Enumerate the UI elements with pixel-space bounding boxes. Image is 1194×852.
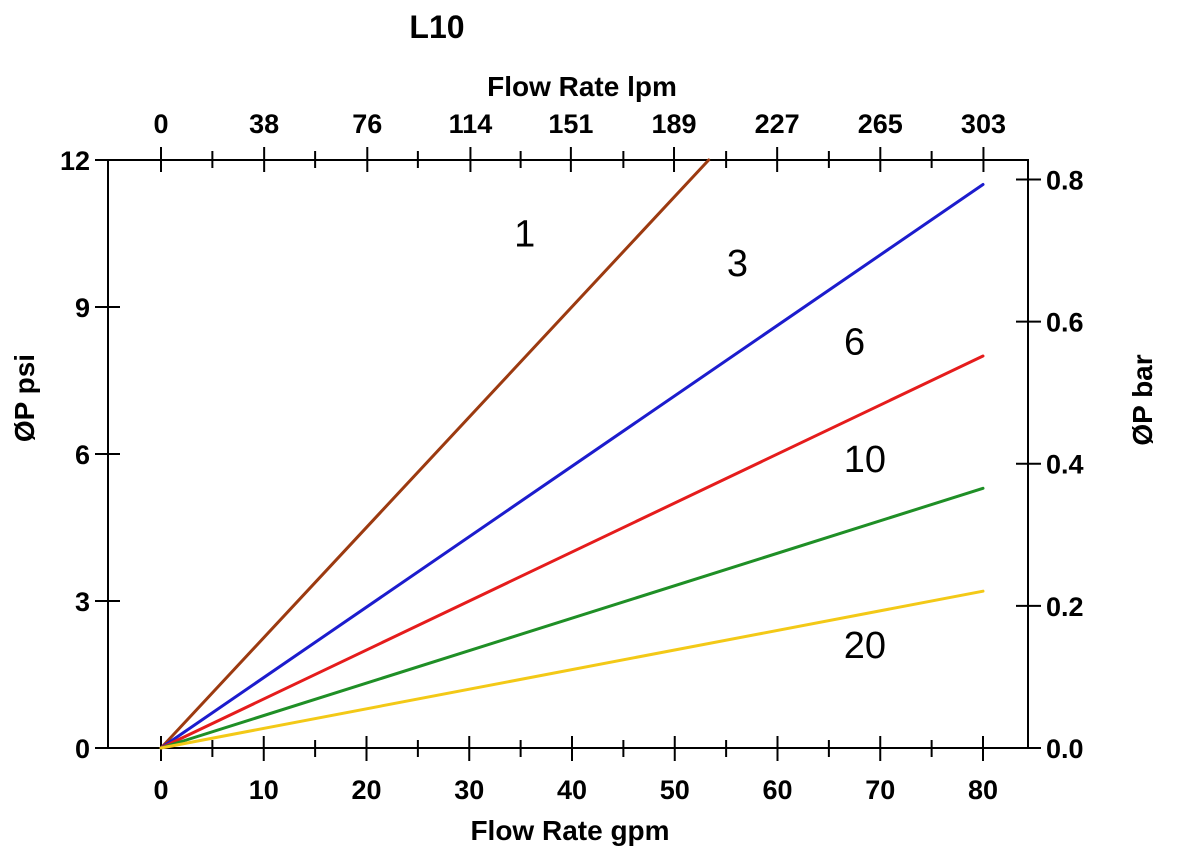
x-top-tick-label: 38 xyxy=(249,109,279,139)
x-top-axis-title: Flow Rate lpm xyxy=(487,71,677,102)
x-top-tick-label: 265 xyxy=(858,109,903,139)
series-label-1: 1 xyxy=(514,214,535,256)
chart-title: L10 xyxy=(409,9,464,45)
x-top-tick-label: 76 xyxy=(352,109,382,139)
y-right-tick-label: 0.0 xyxy=(1046,734,1084,764)
y-right-tick-label: 0.6 xyxy=(1046,308,1084,338)
series-line-1 xyxy=(159,158,711,750)
x-bottom-tick-label: 20 xyxy=(351,775,381,805)
y-right-tick-label: 0.2 xyxy=(1046,592,1084,622)
series-label-3: 3 xyxy=(727,243,748,285)
x-bottom-tick-label: 80 xyxy=(968,775,998,805)
series-line-20 xyxy=(159,589,985,750)
x-top-tick-label: 227 xyxy=(755,109,800,139)
y-left-tick-label: 9 xyxy=(75,293,90,323)
series-label-10: 10 xyxy=(844,439,886,481)
x-bottom-tick-label: 0 xyxy=(153,775,168,805)
series-label-20: 20 xyxy=(844,625,886,667)
y-left-tick-label: 3 xyxy=(75,587,90,617)
x-top-tick-label: 189 xyxy=(651,109,696,139)
x-bottom-tick-label: 70 xyxy=(865,775,895,805)
series-line-6 xyxy=(159,354,985,750)
y-right-axis-title: ØP bar xyxy=(1127,354,1158,445)
x-top-tick-label: 151 xyxy=(548,109,593,139)
x-top-tick-label: 0 xyxy=(153,109,168,139)
x-bottom-tick-label: 10 xyxy=(249,775,279,805)
y-left-tick-label: 6 xyxy=(75,440,90,470)
y-right-tick-label: 0.8 xyxy=(1046,165,1084,195)
y-right-tick-label: 0.4 xyxy=(1046,450,1084,480)
y-left-tick-label: 12 xyxy=(60,146,90,176)
y-left-axis-title: ØP psi xyxy=(9,354,40,442)
y-left-tick-label: 0 xyxy=(75,734,90,764)
series-line-3 xyxy=(159,183,985,750)
x-top-tick-label: 303 xyxy=(961,109,1006,139)
x-bottom-tick-label: 30 xyxy=(454,775,484,805)
series-line-10 xyxy=(159,486,985,750)
series-label-6: 6 xyxy=(844,321,865,363)
x-bottom-tick-label: 40 xyxy=(557,775,587,805)
x-bottom-tick-label: 60 xyxy=(762,775,792,805)
x-top-tick-label: 114 xyxy=(449,109,493,139)
x-bottom-tick-label: 50 xyxy=(660,775,690,805)
x-bottom-axis-title: Flow Rate gpm xyxy=(470,815,669,846)
